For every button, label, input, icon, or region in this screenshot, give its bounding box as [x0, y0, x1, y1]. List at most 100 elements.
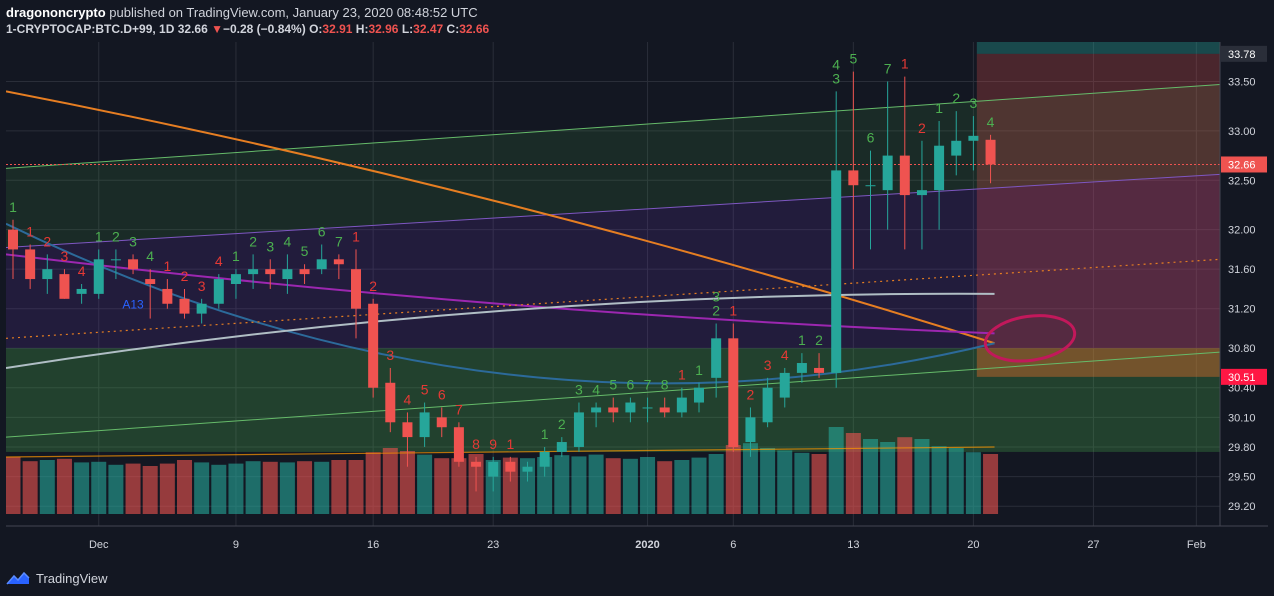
- time-tick-label: 23: [487, 539, 499, 551]
- volume-bar: [382, 448, 398, 514]
- td-count-label: 1: [935, 100, 943, 116]
- volume-bar: [108, 464, 124, 514]
- td-count-label: 2: [918, 120, 926, 136]
- price-label-text: 30.51: [1228, 372, 1256, 384]
- volume-bar: [657, 461, 673, 514]
- td-count-label: 2: [815, 332, 823, 348]
- candle-body: [230, 274, 241, 284]
- close-label: C:: [446, 22, 460, 36]
- td-count-label: 6: [318, 223, 326, 239]
- candle-body: [351, 269, 361, 309]
- td-count-label: 3: [764, 357, 772, 373]
- candle-body: [916, 190, 927, 196]
- time-tick-label: 16: [367, 539, 379, 551]
- candle-body: [694, 387, 704, 403]
- price-tick-label: 30.10: [1228, 412, 1256, 424]
- open-label: O:: [309, 22, 323, 36]
- volume-bar: [228, 463, 244, 514]
- volume-bar: [674, 460, 690, 514]
- td-count-label: 1: [163, 258, 171, 274]
- candle-body: [282, 269, 293, 280]
- td-count-label: 5: [421, 382, 429, 398]
- candle-body: [128, 259, 139, 270]
- td-count-label: 7: [335, 233, 343, 249]
- time-tick-label: 27: [1087, 539, 1099, 551]
- volume-bar: [262, 461, 278, 514]
- time-tick-label: Feb: [1187, 539, 1206, 551]
- candle-body: [368, 303, 379, 388]
- volume-ma-line: [5, 446, 995, 458]
- author-name[interactable]: dragononcrypto: [6, 5, 106, 20]
- candle-body: [76, 288, 87, 294]
- candle-body: [659, 407, 670, 413]
- candle-body: [25, 249, 36, 280]
- candle-body: [711, 338, 722, 378]
- tradingview-logo-icon[interactable]: [6, 570, 30, 586]
- volume-bars: [5, 427, 999, 514]
- time-tick-label: 13: [847, 539, 859, 551]
- volume-bar: [5, 457, 21, 514]
- candle-body: [248, 269, 259, 275]
- channel-mid-line: [5, 173, 1221, 248]
- td-count-label: 1: [678, 367, 686, 383]
- td-count-label: 3: [386, 347, 394, 363]
- candle-body: [162, 288, 173, 304]
- volume-bar: [125, 463, 141, 514]
- volume-bar: [948, 448, 964, 514]
- td-count-label: 1: [729, 303, 737, 319]
- td-count-label: 2: [747, 386, 755, 402]
- candle-body: [93, 259, 104, 294]
- volume-bar: [177, 460, 192, 514]
- ohlc-line: 1-CRYPTOCAP:BTC.D+99, 1D 32.66 ▼−0.28 (−…: [6, 21, 1266, 38]
- price-tick-label: 30.80: [1228, 343, 1256, 355]
- close-value: 32.66: [459, 22, 490, 36]
- time-axis[interactable]: Dec 9 16 23 2020 6 13 20 27 Feb: [6, 525, 1268, 551]
- symbol-label[interactable]: 1-CRYPTOCAP:BTC.D+99, 1D: [6, 22, 175, 36]
- candle-body: [796, 363, 807, 373]
- candle-body: [179, 298, 190, 314]
- brand-name[interactable]: TradingView: [36, 570, 108, 586]
- td-count-label: 2: [181, 268, 189, 284]
- td-count-label: 1: [798, 332, 806, 348]
- price-tick-label: 31.20: [1228, 304, 1256, 316]
- candle-body: [831, 170, 842, 373]
- volume-bar: [502, 457, 518, 514]
- candle-body: [402, 422, 413, 438]
- candle-body: [591, 407, 602, 413]
- price-tick-label: 29.50: [1228, 472, 1256, 484]
- volume-bar: [794, 452, 810, 514]
- volume-bar: [897, 437, 913, 514]
- candle-body: [42, 269, 53, 280]
- td-count-label: 3: [198, 278, 206, 294]
- volume-bar: [451, 458, 467, 514]
- td-count-label: 2: [369, 278, 377, 294]
- channel-bottom-line: [5, 351, 1221, 438]
- footer: TradingView: [6, 566, 108, 590]
- price-axis[interactable]: 33.50 33.00 32.50 32.00 31.60 31.20 30.80 30.40…: [1219, 42, 1268, 526]
- price-tick-label: 33.50: [1228, 77, 1256, 89]
- td-count-label: 4: [78, 263, 86, 279]
- td-count-label: 3: [129, 233, 137, 249]
- candle-body: [556, 442, 567, 452]
- td-count-label: 1: [9, 199, 17, 215]
- td-count-label: 3: [712, 289, 720, 305]
- candles: [8, 71, 996, 492]
- td-count-label: 9: [489, 436, 497, 452]
- candle-body: [539, 451, 550, 467]
- time-tick-label: Dec: [89, 539, 109, 551]
- volume-bar: [965, 452, 981, 514]
- td-count-label: 1: [26, 223, 34, 239]
- td-count-label: 3: [61, 248, 69, 264]
- price-label-box: [1221, 156, 1267, 173]
- chart-header: dragononcrypto published on TradingView.…: [6, 4, 1266, 40]
- candle-body: [110, 259, 121, 261]
- volume-bar: [348, 460, 364, 514]
- price-label-text: 33.78: [1228, 49, 1256, 61]
- td-count-label: 2: [558, 416, 566, 432]
- price-label-box: [1221, 45, 1267, 62]
- volume-bar: [640, 457, 656, 514]
- price-tick-label: 33.00: [1228, 126, 1256, 138]
